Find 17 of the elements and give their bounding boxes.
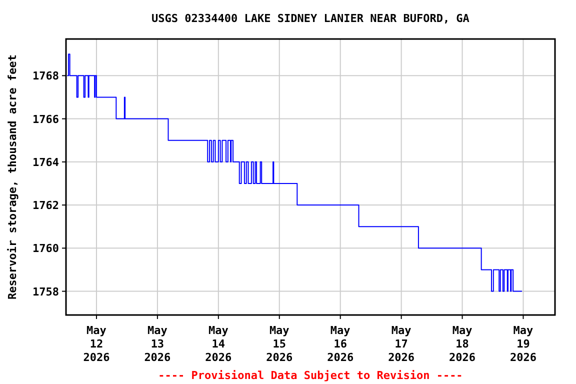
x-tick-label: May 12 2026: [83, 324, 110, 364]
x-tick-label: May 14 2026: [205, 324, 232, 364]
text: ---- Provisional Data Subject to Revision ----: [158, 369, 463, 382]
y-axis-title: Reservoir storage, thousand acre feet: [6, 54, 19, 300]
y-tick-label: 1758: [32, 285, 59, 298]
x-tick-label: May 13 2026: [144, 324, 172, 364]
y-tick-label: 1766: [32, 112, 60, 126]
y-tick-label: 1760: [32, 242, 59, 256]
y-tick-label: 1762: [32, 199, 59, 212]
x-tick-label: May 18 2026: [449, 324, 476, 364]
y-tick-label: 1768: [32, 70, 59, 83]
chart-title: USGS 02334400 LAKE SIDNEY LANIER NEAR BUFORD, GA: [152, 12, 470, 25]
x-tick-label: May 15 2026: [266, 324, 293, 364]
x-tick-label: May 19 2026: [510, 324, 537, 364]
x-tick-label: May 16 2026: [327, 324, 354, 364]
x-tick-label: May 17 2026: [388, 324, 415, 364]
y-tick-label: 1764: [32, 156, 60, 169]
